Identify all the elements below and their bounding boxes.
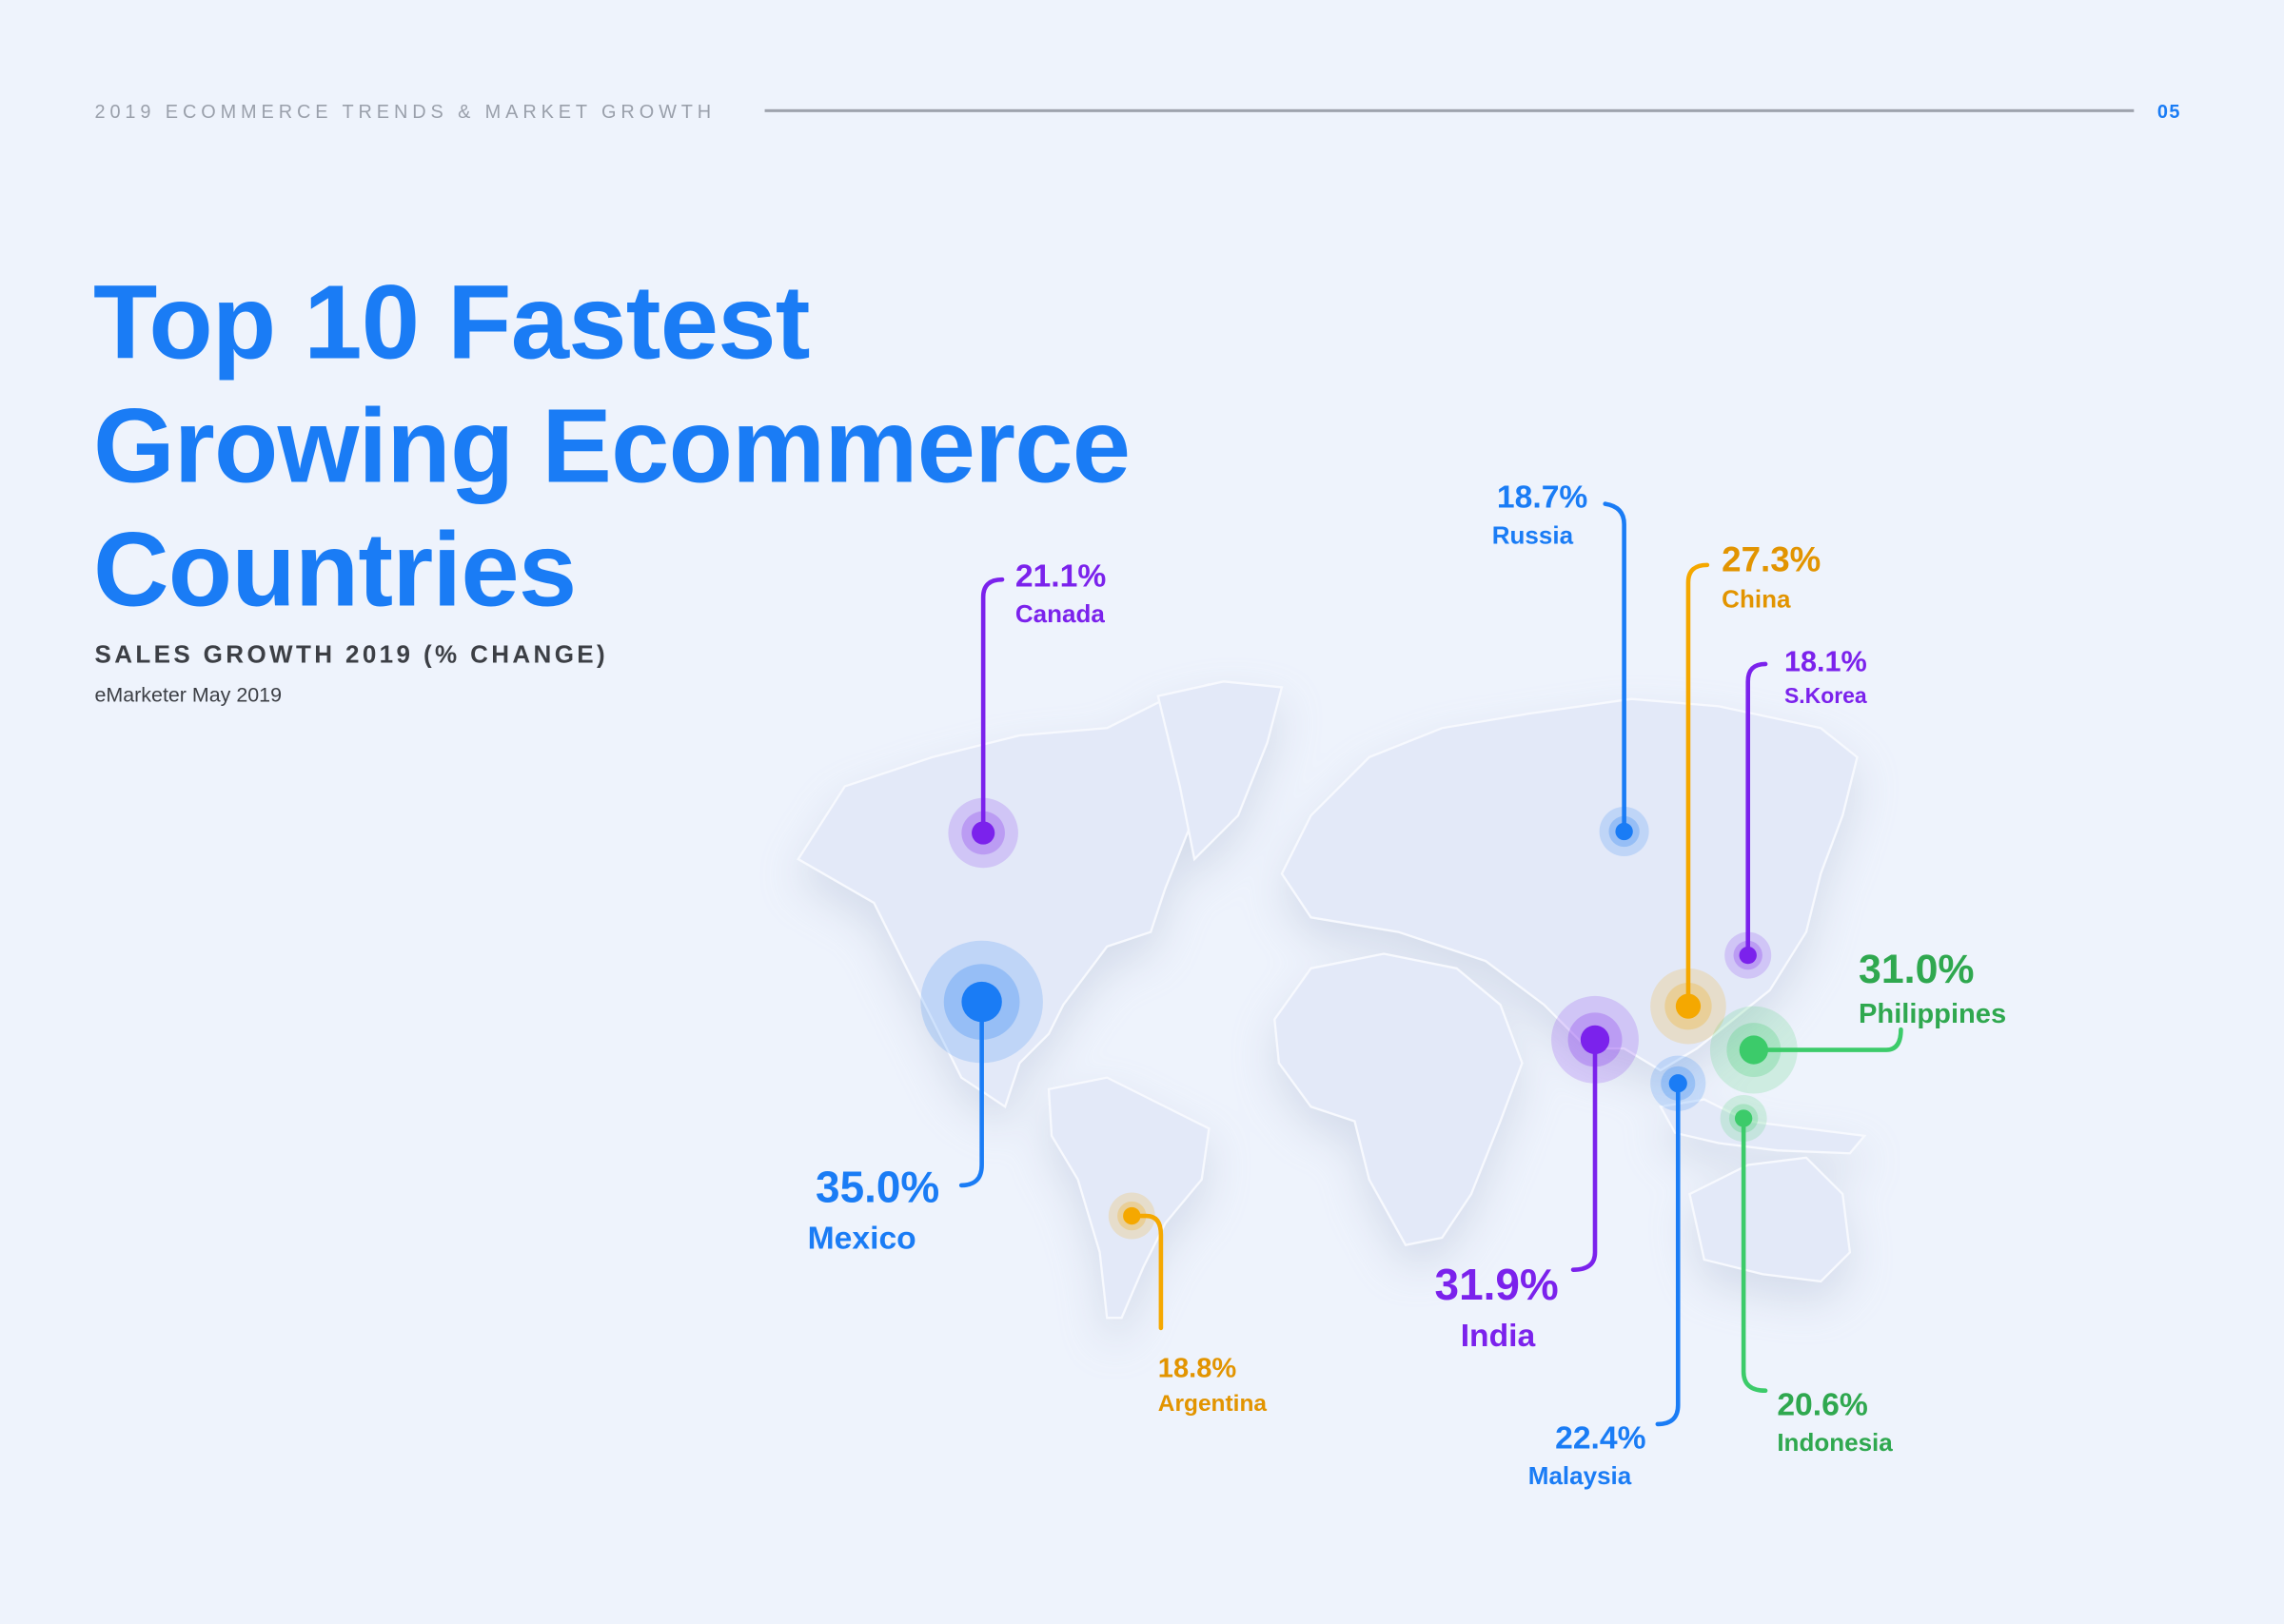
page-title: Top 10 Fastest Growing Ecommerce Countri… <box>92 263 1131 634</box>
marker-dot <box>972 821 995 845</box>
value-label: 20.6% <box>1777 1387 1868 1422</box>
value-label: 35.0% <box>816 1163 939 1212</box>
marker-indonesia: 20.6% Indonesia <box>1720 1095 1893 1457</box>
marker-mexico: 35.0% Mexico <box>808 940 1043 1256</box>
marker-dot <box>1739 946 1757 965</box>
value-label: 31.0% <box>1859 947 1974 992</box>
title-line: Growing Ecommerce <box>92 388 1131 506</box>
value-label: 18.1% <box>1784 646 1867 678</box>
country-markers: 35.0% Mexico 31.9% India 31.0% Philippines 27.… <box>808 480 2007 1490</box>
country-label: Mexico <box>808 1221 916 1256</box>
marker-philippines: 31.0% Philippines <box>1709 947 2006 1094</box>
country-label: Canada <box>1015 599 1106 628</box>
marker-canada: 21.1% Canada <box>948 558 1107 869</box>
marker-dot <box>1668 1074 1687 1093</box>
country-label: China <box>1722 584 1791 613</box>
leader-line <box>1741 1116 1768 1394</box>
leader-line <box>1603 501 1626 834</box>
africa <box>1273 952 1524 1246</box>
marker-malaysia: 22.4% Malaysia <box>1528 1055 1706 1490</box>
title-line: Countries <box>92 512 577 630</box>
leader-line <box>958 999 984 1188</box>
marker-india: 31.9% India <box>1435 995 1639 1354</box>
europe-asia <box>1280 697 1859 1072</box>
leader-line <box>1655 1081 1681 1427</box>
leader-line <box>1745 661 1768 958</box>
title-line: Top 10 Fastest <box>92 264 811 382</box>
country-label: Russia <box>1492 520 1574 549</box>
chart-subtitle: SALES GROWTH 2019 (% CHANGE) <box>94 640 609 669</box>
marker-dot <box>1615 822 1633 841</box>
marker-argentina: 18.8% Argentina <box>1108 1192 1268 1417</box>
leader-line <box>1129 1213 1164 1331</box>
marker-dot <box>1734 1109 1753 1127</box>
value-label: 21.1% <box>1015 558 1107 594</box>
country-label: Philippines <box>1859 999 2006 1029</box>
value-label: 18.7% <box>1497 480 1588 516</box>
value-label: 27.3% <box>1722 540 1821 579</box>
marker-skorea: 18.1% S.Korea <box>1724 646 1867 979</box>
value-label: 31.9% <box>1435 1260 1559 1309</box>
marker-dot <box>1580 1025 1610 1055</box>
country-label: India <box>1461 1319 1536 1354</box>
leader-line <box>1685 562 1710 1008</box>
country-label: Argentina <box>1158 1391 1268 1417</box>
leader-line <box>980 577 1005 835</box>
marker-dot <box>961 981 1002 1023</box>
north-america <box>797 683 1270 1109</box>
southeast-asia-islands <box>1659 1098 1867 1155</box>
country-label: Malaysia <box>1528 1461 1632 1490</box>
section-header: 2019 ECOMMERCE TRENDS & MARKET GROWTH <box>94 100 717 123</box>
marker-dot <box>1675 993 1702 1019</box>
value-label: 22.4% <box>1555 1420 1646 1456</box>
header-divider <box>764 108 2135 112</box>
leader-line <box>1570 1037 1598 1272</box>
marker-china: 27.3% China <box>1650 540 1821 1045</box>
leader-line <box>1751 1027 1903 1052</box>
country-label: S.Korea <box>1784 683 1867 708</box>
marker-dot <box>1739 1035 1768 1065</box>
marker-dot <box>1123 1206 1141 1225</box>
south-america <box>1047 1076 1211 1320</box>
source-note: eMarketer May 2019 <box>94 682 283 707</box>
marker-russia: 18.7% Russia <box>1492 480 1649 856</box>
continents <box>797 680 1867 1320</box>
page-number: 05 <box>2156 100 2182 123</box>
greenland <box>1156 680 1284 862</box>
australia <box>1688 1156 1852 1283</box>
country-label: Indonesia <box>1777 1428 1893 1457</box>
value-label: 18.8% <box>1158 1353 1237 1383</box>
